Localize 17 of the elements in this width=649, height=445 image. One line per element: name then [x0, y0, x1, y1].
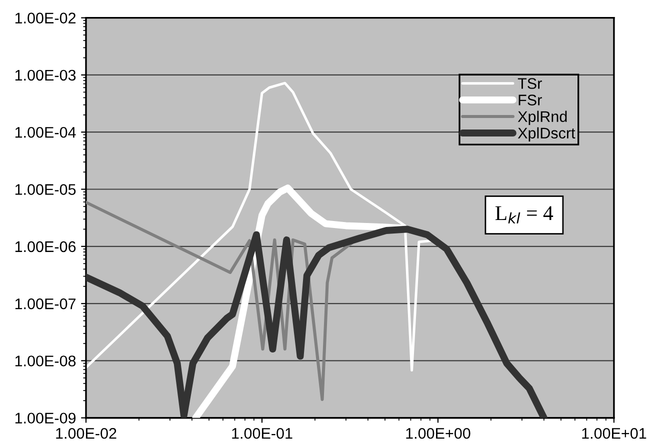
y-tick-label: 1.00E-05: [15, 184, 76, 195]
y-tick-label: 1.00E-08: [15, 356, 76, 366]
legend-label: XplRnd: [518, 110, 567, 126]
y-tick-label: 1.00E-04: [15, 126, 76, 138]
legend-label: XplDscrt: [518, 127, 576, 142]
x-tick-label: 1.00E-02: [56, 428, 116, 439]
x-tick-label: 1.00E-01: [232, 428, 292, 439]
y-tick-label: 1.00E-02: [15, 12, 76, 24]
y-tick-label: 1.00E-09: [15, 412, 76, 424]
legend-label: FSr: [518, 94, 542, 106]
x-tick-label: 1.00E+00: [406, 428, 470, 439]
annotation: L$_{kl}$ = 4: [495, 206, 554, 224]
x-tick-label: 1.00E+01: [582, 428, 646, 439]
y-tick-label: 1.00E-07: [15, 298, 76, 310]
y-tick-label: 1.00E-03: [15, 70, 76, 81]
y-tick-label: 1.00E-06: [15, 241, 76, 252]
legend-label: TSr: [518, 78, 542, 89]
